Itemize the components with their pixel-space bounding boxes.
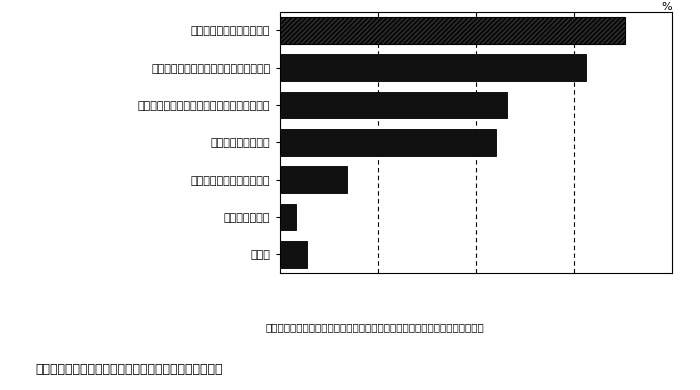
Text: 注）　上記数値は必要な対策として指摘した農家の割合（複数回答）である。: 注） 上記数値は必要な対策として指摘した農家の割合（複数回答）である。 <box>266 322 484 332</box>
Bar <box>280 17 625 44</box>
Text: 図２　シイタケ生産振興のために必要と考えられる対策: 図２ シイタケ生産振興のために必要と考えられる対策 <box>35 363 223 376</box>
Bar <box>280 241 307 268</box>
Bar <box>280 204 295 230</box>
Text: %: % <box>662 2 672 12</box>
Bar <box>280 129 496 156</box>
Bar <box>280 166 346 193</box>
Bar <box>280 54 586 81</box>
Bar <box>280 92 508 119</box>
